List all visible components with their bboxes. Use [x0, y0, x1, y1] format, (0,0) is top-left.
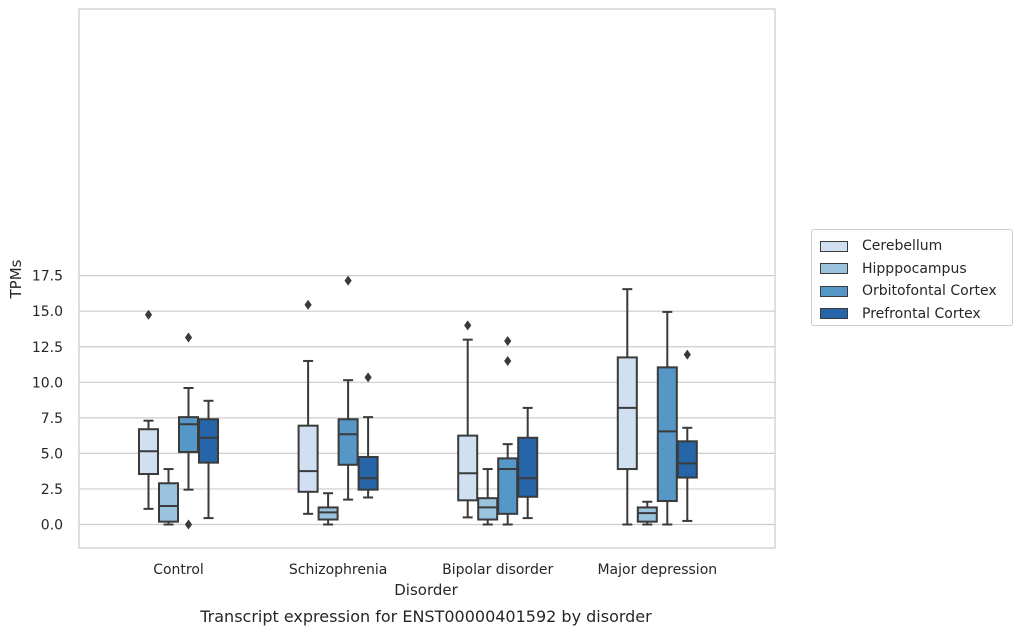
x-tick-label-control: Control [153, 562, 204, 578]
x-tick-labels: Control Schizophrenia Bipolar disorder Majo… [153, 562, 717, 578]
y-tick-label: 2.5 [41, 482, 63, 498]
box-iqr [317, 506, 339, 521]
box-iqr [636, 506, 658, 523]
box-cerebellum-schizophrenia [297, 299, 319, 515]
box-hipppocampus-bipolar-disorder [477, 468, 499, 526]
y-tick-label: 0.0 [41, 518, 63, 534]
box-iqr [457, 434, 479, 502]
box-plots [138, 275, 698, 530]
box-iqr [178, 416, 199, 453]
outlier-point [683, 349, 691, 360]
box-iqr [477, 497, 499, 521]
box-hipppocampus-control [158, 468, 179, 526]
outlier-point [184, 519, 193, 530]
y-tick-label: 15.0 [32, 304, 63, 320]
outlier-point [344, 275, 352, 286]
box-iqr [158, 482, 179, 523]
outlier-point [504, 336, 512, 347]
box-cerebellum-major-depression [616, 288, 638, 526]
legend-item-orbitofrontal-cortex: Orbitofontal Cortex [820, 280, 1004, 303]
box-orbitofontal-cortex-bipolar-disorder [497, 336, 519, 526]
box-iqr [676, 440, 698, 479]
box-iqr [357, 455, 379, 491]
box-iqr [198, 418, 219, 464]
legend: Cerebellum Hipppocampus Orbitofontal Cor… [811, 229, 1013, 326]
box-hipppocampus-schizophrenia [317, 492, 339, 526]
legend-label-cerebellum: Cerebellum [862, 238, 943, 255]
legend-label-hippocampus: Hipppocampus [862, 260, 967, 277]
box-cerebellum-control [138, 309, 159, 510]
outlier-point [304, 299, 312, 310]
legend-swatch-orbitofrontal-cortex [820, 285, 848, 297]
box-iqr [616, 356, 638, 471]
box-orbitofontal-cortex-control [178, 332, 199, 530]
y-tick-label: 7.5 [41, 411, 63, 427]
outlier-point [144, 309, 153, 320]
legend-label-prefrontal-cortex: Prefrontal Cortex [862, 305, 981, 322]
outlier-point [504, 355, 512, 366]
outlier-point [184, 332, 193, 343]
y-tick-label: 5.0 [41, 446, 63, 462]
x-axis-label: Disorder [394, 581, 458, 599]
box-prefrontal-cortex-major-depression [676, 349, 698, 522]
legend-item-cerebellum: Cerebellum [820, 235, 1004, 258]
y-tick-label: 10.0 [32, 375, 63, 391]
x-tick-label-schizophrenia: Schizophrenia [289, 562, 387, 578]
box-iqr [297, 424, 319, 493]
x-tick-label-major-depression: Major depression [597, 562, 717, 578]
chart-title: Transcript expression for ENST0000040159… [199, 607, 652, 626]
outlier-point [364, 372, 372, 383]
y-tick-label: 17.5 [32, 269, 63, 285]
box-hipppocampus-major-depression [636, 500, 658, 526]
plot-area-border [78, 8, 776, 549]
legend-swatch-hippocampus [820, 263, 848, 275]
box-prefrontal-cortex-control [198, 399, 219, 520]
legend-item-hippocampus: Hipppocampus [820, 258, 1004, 281]
box-orbitofontal-cortex-schizophrenia [337, 275, 359, 501]
legend-label-orbitofrontal-cortex: Orbitofontal Cortex [862, 283, 997, 300]
legend-item-prefrontal-cortex: Prefrontal Cortex [820, 303, 1004, 326]
legend-swatch-cerebellum [820, 240, 848, 252]
outlier-point [464, 320, 472, 331]
y-axis-label: TPMs [7, 259, 25, 299]
box-cerebellum-bipolar-disorder [457, 320, 479, 519]
box-prefrontal-cortex-schizophrenia [357, 372, 379, 499]
x-tick-label-bipolar-disorder: Bipolar disorder [442, 562, 553, 578]
box-iqr [656, 366, 678, 503]
y-tick-label: 12.5 [32, 340, 63, 356]
box-iqr [497, 457, 519, 515]
box-orbitofontal-cortex-major-depression [656, 310, 678, 526]
box-prefrontal-cortex-bipolar-disorder [517, 406, 539, 520]
y-tick-labels: 0.0 2.5 5.0 7.5 10.0 12.5 15.0 17.5 [32, 269, 63, 534]
legend-swatch-prefrontal-cortex [820, 308, 848, 320]
box-iqr [517, 436, 539, 498]
box-iqr [337, 418, 359, 466]
